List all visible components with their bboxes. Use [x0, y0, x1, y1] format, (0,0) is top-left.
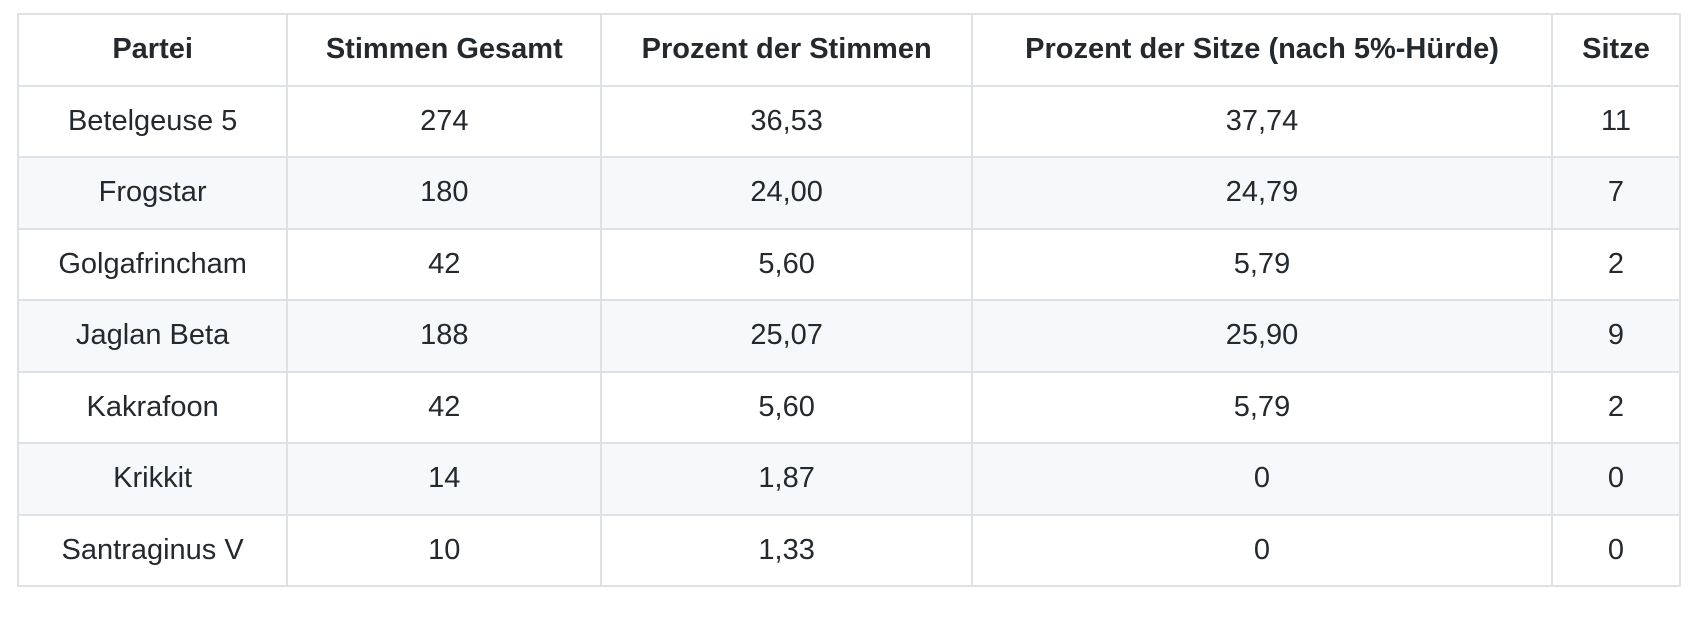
cell-prozent-stimmen: 5,60: [600, 370, 973, 444]
cell-sitze: 0: [1551, 442, 1681, 516]
table-row: Golgafrincham 42 5,60 5,79 2: [16, 227, 1681, 301]
cell-prozent-sitze: 5,79: [970, 227, 1554, 301]
election-results-table: Partei Stimmen Gesamt Prozent der Stimme…: [16, 13, 1681, 587]
cell-prozent-stimmen: 1,33: [600, 513, 973, 587]
table-row: Jaglan Beta 188 25,07 25,90 9: [16, 299, 1681, 373]
column-header-prozent-sitze: Prozent der Sitze (nach 5%-Hürde): [970, 13, 1554, 87]
cell-partei: Kakrafoon: [16, 370, 289, 444]
cell-prozent-stimmen: 24,00: [600, 156, 973, 230]
cell-stimmen-gesamt: 10: [286, 513, 603, 587]
column-header-partei: Partei: [16, 13, 289, 87]
cell-partei: Santraginus V: [16, 513, 289, 587]
cell-prozent-sitze: 37,74: [970, 84, 1554, 158]
cell-sitze: 2: [1551, 227, 1681, 301]
table-row: Betelgeuse 5 274 36,53 37,74 11: [16, 84, 1681, 158]
cell-prozent-stimmen: 36,53: [600, 84, 973, 158]
cell-stimmen-gesamt: 14: [286, 442, 603, 516]
table-row: Santraginus V 10 1,33 0 0: [16, 513, 1681, 587]
cell-stimmen-gesamt: 42: [286, 370, 603, 444]
cell-sitze: 11: [1551, 84, 1681, 158]
cell-stimmen-gesamt: 274: [286, 84, 603, 158]
cell-sitze: 7: [1551, 156, 1681, 230]
cell-partei: Frogstar: [16, 156, 289, 230]
table-row: Krikkit 14 1,87 0 0: [16, 442, 1681, 516]
header-row: Partei Stimmen Gesamt Prozent der Stimme…: [16, 13, 1681, 87]
cell-prozent-sitze: 5,79: [970, 370, 1554, 444]
cell-prozent-sitze: 24,79: [970, 156, 1554, 230]
cell-stimmen-gesamt: 188: [286, 299, 603, 373]
table-header: Partei Stimmen Gesamt Prozent der Stimme…: [16, 13, 1681, 87]
cell-partei: Betelgeuse 5: [16, 84, 289, 158]
cell-stimmen-gesamt: 180: [286, 156, 603, 230]
cell-partei: Jaglan Beta: [16, 299, 289, 373]
cell-prozent-sitze: 0: [970, 513, 1554, 587]
table-row: Kakrafoon 42 5,60 5,79 2: [16, 370, 1681, 444]
cell-stimmen-gesamt: 42: [286, 227, 603, 301]
cell-sitze: 2: [1551, 370, 1681, 444]
cell-prozent-stimmen: 1,87: [600, 442, 973, 516]
cell-prozent-sitze: 25,90: [970, 299, 1554, 373]
column-header-sitze: Sitze: [1551, 13, 1681, 87]
cell-prozent-stimmen: 25,07: [600, 299, 973, 373]
table-row: Frogstar 180 24,00 24,79 7: [16, 156, 1681, 230]
table-body: Betelgeuse 5 274 36,53 37,74 11 Frogstar…: [16, 84, 1681, 587]
column-header-stimmen-gesamt: Stimmen Gesamt: [286, 13, 603, 87]
cell-partei: Golgafrincham: [16, 227, 289, 301]
column-header-prozent-stimmen: Prozent der Stimmen: [600, 13, 973, 87]
cell-prozent-stimmen: 5,60: [600, 227, 973, 301]
cell-prozent-sitze: 0: [970, 442, 1554, 516]
cell-partei: Krikkit: [16, 442, 289, 516]
cell-sitze: 0: [1551, 513, 1681, 587]
cell-sitze: 9: [1551, 299, 1681, 373]
